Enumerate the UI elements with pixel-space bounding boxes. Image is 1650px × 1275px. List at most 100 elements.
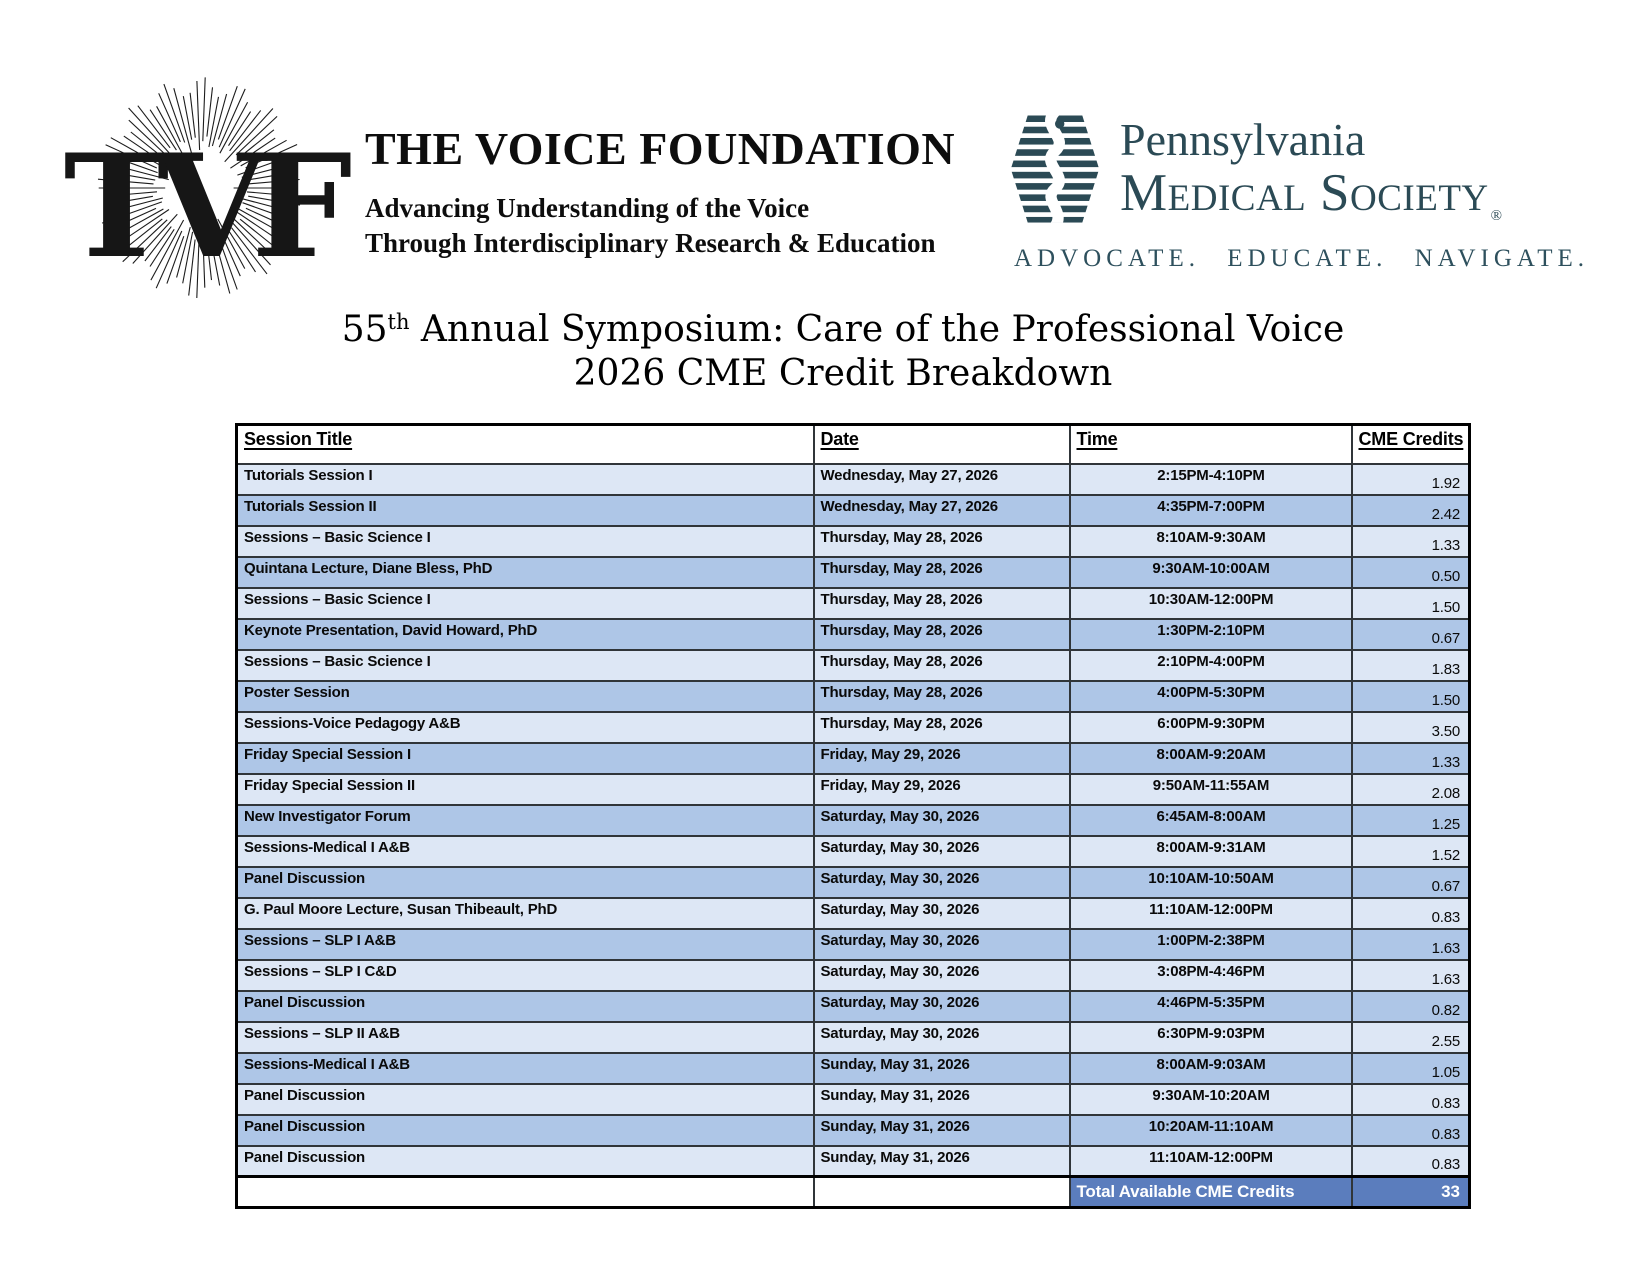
credits-cell: 0.67 [1350, 865, 1471, 899]
symposium-title-line1: 55th Annual Symposium: Care of the Profe… [341, 309, 1345, 350]
credits-cell: 0.82 [1350, 989, 1471, 1023]
table-row: Panel Discussion Sunday, May 31, 2026 11… [235, 1144, 1471, 1178]
table-row: Panel Discussion Sunday, May 31, 2026 9:… [235, 1082, 1471, 1116]
time-cell: 6:30PM-9:03PM [1068, 1020, 1353, 1054]
time-cell: 4:46PM-5:35PM [1068, 989, 1353, 1023]
session-title-cell: Panel Discussion [235, 1082, 815, 1116]
time-cell: 4:35PM-7:00PM [1068, 493, 1353, 527]
table-row: Panel Discussion Saturday, May 30, 2026 … [235, 989, 1471, 1023]
date-cell: Saturday, May 30, 2026 [812, 1020, 1071, 1054]
table-row: Panel Discussion Sunday, May 31, 2026 10… [235, 1113, 1471, 1147]
time-cell: 8:00AM-9:31AM [1068, 834, 1353, 868]
symposium-title-line2: 2026 CME Credit Breakdown [573, 353, 1113, 394]
time-cell: 4:00PM-5:30PM [1068, 679, 1353, 713]
session-title-cell: Sessions-Medical I A&B [235, 834, 815, 868]
total-label: Total Available CME Credits [1068, 1175, 1353, 1209]
header-session-title: Session Title [235, 423, 815, 465]
time-cell: 6:45AM-8:00AM [1068, 803, 1353, 837]
session-title-cell: Keynote Presentation, David Howard, PhD [235, 617, 815, 651]
date-cell: Thursday, May 28, 2026 [812, 555, 1071, 589]
voice-foundation-tagline-line1: Advancing Understanding of the Voice [365, 193, 810, 223]
session-title-cell: Poster Session [235, 679, 815, 713]
voice-foundation-tagline-line2: Through Interdisciplinary Research & Edu… [365, 228, 936, 258]
table-row: G. Paul Moore Lecture, Susan Thibeault, … [235, 896, 1471, 930]
credits-cell: 0.67 [1350, 617, 1471, 651]
table-row: Sessions – Basic Science I Thursday, May… [235, 586, 1471, 620]
pamed-name-line2: Medical Society ® [1120, 164, 1503, 224]
tvf-monogram: TVF [64, 124, 351, 290]
table-row: Poster Session Thursday, May 28, 2026 4:… [235, 679, 1471, 713]
table-row: Quintana Lecture, Diane Bless, PhD Thurs… [235, 555, 1471, 589]
table-row: Sessions – SLP I A&B Saturday, May 30, 2… [235, 927, 1471, 961]
table-row: Panel Discussion Saturday, May 30, 2026 … [235, 865, 1471, 899]
session-title-cell: Sessions – Basic Science I [235, 524, 815, 558]
time-cell: 10:20AM-11:10AM [1068, 1113, 1353, 1147]
table-row: Tutorials Session I Wednesday, May 27, 2… [235, 462, 1471, 496]
credits-cell: 0.83 [1350, 1113, 1471, 1147]
table-row: Sessions – Basic Science I Thursday, May… [235, 524, 1471, 558]
pamed-name-line1: Pennsylvania [1120, 114, 1366, 165]
header-date: Date [812, 423, 1071, 465]
session-title-cell: Tutorials Session I [235, 462, 815, 496]
date-cell: Sunday, May 31, 2026 [812, 1144, 1071, 1178]
credits-cell: 1.50 [1350, 679, 1471, 713]
pa-medical-society-logo: Pennsylvania Medical Society ® ADVOCATE. … [1000, 93, 1589, 273]
time-cell: 11:10AM-12:00PM [1068, 896, 1353, 930]
time-cell: 3:08PM-4:46PM [1068, 958, 1353, 992]
session-title-cell: Sessions – SLP I C&D [235, 958, 815, 992]
voice-foundation-tagline: Advancing Understanding of the Voice Thr… [365, 191, 955, 261]
table-row: Friday Special Session II Friday, May 29… [235, 772, 1471, 806]
time-cell: 11:10AM-12:00PM [1068, 1144, 1353, 1178]
credits-cell: 1.52 [1350, 834, 1471, 868]
table-row: Sessions-Medical I A&B Sunday, May 31, 2… [235, 1051, 1471, 1085]
time-cell: 9:30AM-10:20AM [1068, 1082, 1353, 1116]
tvf-starburst-lines [97, 77, 306, 299]
voice-foundation-logo: TVF [58, 58, 365, 318]
time-cell: 10:30AM-12:00PM [1068, 586, 1353, 620]
session-title-cell: Sessions – SLP I A&B [235, 927, 815, 961]
table-footer: Total Available CME Credits 33 [235, 1175, 1471, 1209]
date-cell: Saturday, May 30, 2026 [812, 803, 1071, 837]
table-row: Sessions-Voice Pedagogy A&B Thursday, Ma… [235, 710, 1471, 744]
credits-cell: 0.50 [1350, 555, 1471, 589]
date-cell: Thursday, May 28, 2026 [812, 648, 1071, 682]
time-cell: 6:00PM-9:30PM [1068, 710, 1353, 744]
session-title-cell: Sessions-Medical I A&B [235, 1051, 815, 1085]
table-row: Sessions – Basic Science I Thursday, May… [235, 648, 1471, 682]
tvf-starburst: TVF [64, 77, 365, 299]
time-cell: 8:10AM-9:30AM [1068, 524, 1353, 558]
credits-cell: 2.42 [1350, 493, 1471, 527]
session-title-cell: Sessions-Voice Pedagogy A&B [235, 710, 815, 744]
time-cell: 1:00PM-2:38PM [1068, 927, 1353, 961]
credits-cell: 0.83 [1350, 896, 1471, 930]
credits-cell: 1.50 [1350, 586, 1471, 620]
credits-cell: 1.63 [1350, 958, 1471, 992]
time-cell: 8:00AM-9:03AM [1068, 1051, 1353, 1085]
credits-cell: 1.92 [1350, 462, 1471, 496]
total-row: Total Available CME Credits 33 [235, 1175, 1471, 1209]
date-cell: Sunday, May 31, 2026 [812, 1051, 1071, 1085]
credits-cell: 1.83 [1350, 648, 1471, 682]
time-cell: 2:10PM-4:00PM [1068, 648, 1353, 682]
date-cell: Thursday, May 28, 2026 [812, 586, 1071, 620]
total-spacer-date [812, 1175, 1071, 1209]
credits-cell: 0.83 [1350, 1144, 1471, 1178]
header-time: Time [1068, 423, 1353, 465]
voice-foundation-name: THE VOICE FOUNDATION [365, 123, 956, 174]
date-cell: Sunday, May 31, 2026 [812, 1082, 1071, 1116]
credits-cell: 1.63 [1350, 927, 1471, 961]
date-cell: Saturday, May 30, 2026 [812, 865, 1071, 899]
credits-cell: 2.08 [1350, 772, 1471, 806]
date-cell: Wednesday, May 27, 2026 [812, 462, 1071, 496]
session-title-cell: New Investigator Forum [235, 803, 815, 837]
session-title-cell: Panel Discussion [235, 1113, 815, 1147]
credits-cell: 1.25 [1350, 803, 1471, 837]
date-cell: Thursday, May 28, 2026 [812, 679, 1071, 713]
session-title-cell: Tutorials Session II [235, 493, 815, 527]
table-row: Sessions – SLP II A&B Saturday, May 30, … [235, 1020, 1471, 1054]
time-cell: 9:50AM-11:55AM [1068, 772, 1353, 806]
time-cell: 2:15PM-4:10PM [1068, 462, 1353, 496]
table-row: Sessions-Medical I A&B Saturday, May 30,… [235, 834, 1471, 868]
pamed-serpent [1045, 115, 1065, 223]
time-cell: 10:10AM-10:50AM [1068, 865, 1353, 899]
